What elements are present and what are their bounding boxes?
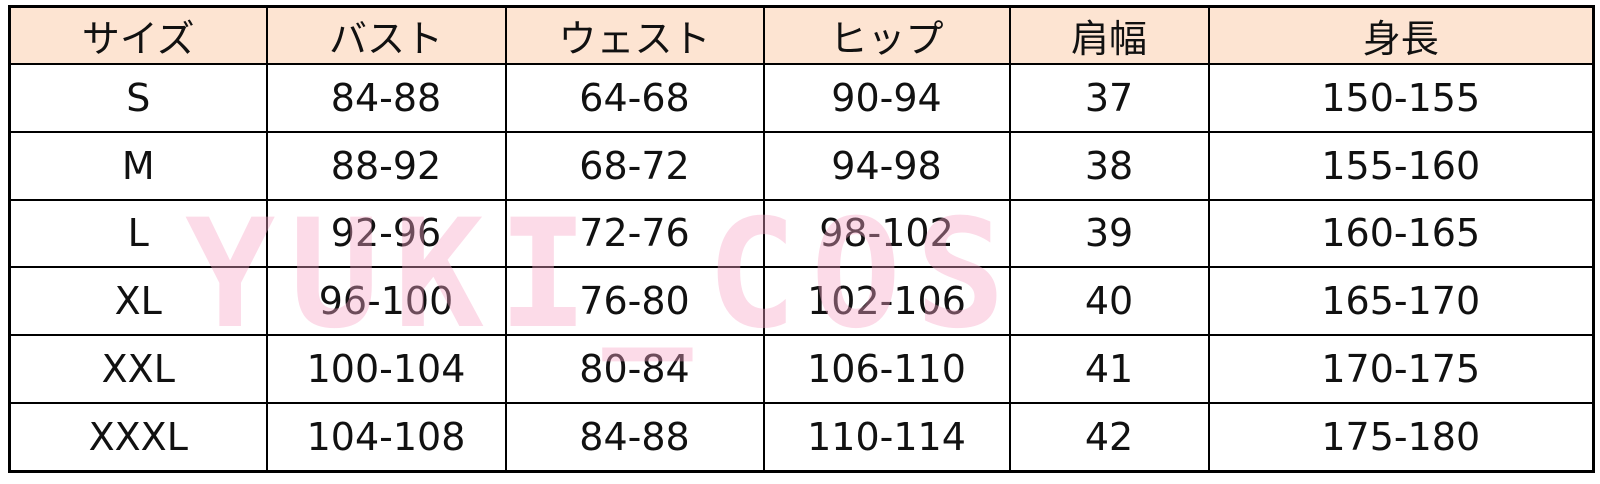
table-cell: 88-92 bbox=[265, 130, 507, 201]
column-header: バスト bbox=[265, 5, 507, 65]
table-cell: 98-102 bbox=[762, 198, 1011, 269]
table-row: XL 96-100 76-80 102-106 40 165-170 bbox=[8, 266, 1595, 337]
table-cell: XXL bbox=[8, 334, 268, 404]
table-cell: 41 bbox=[1008, 334, 1210, 404]
table-cell: 96-100 bbox=[265, 266, 507, 337]
table-cell: 100-104 bbox=[265, 334, 507, 404]
table-cell: 40 bbox=[1008, 266, 1210, 337]
table-cell: M bbox=[8, 130, 268, 201]
table-cell: 150-155 bbox=[1207, 63, 1595, 133]
table-body: S 84-88 64-68 90-94 37 150-155 M 88-92 68-72 94-9… bbox=[8, 63, 1595, 473]
table-cell: 38 bbox=[1008, 130, 1210, 201]
table-cell: XXXL bbox=[8, 401, 268, 473]
table-cell: 94-98 bbox=[762, 130, 1011, 201]
table-cell: 37 bbox=[1008, 63, 1210, 133]
column-header: 身長 bbox=[1207, 5, 1595, 65]
table-cell: 170-175 bbox=[1207, 334, 1595, 404]
table-cell: 175-180 bbox=[1207, 401, 1595, 473]
table-cell: S bbox=[8, 63, 268, 133]
table-cell: 72-76 bbox=[504, 198, 765, 269]
column-header: 肩幅 bbox=[1008, 5, 1210, 65]
table-cell: 102-106 bbox=[762, 266, 1011, 337]
table-row: XXXL 104-108 84-88 110-114 42 175-180 bbox=[8, 401, 1595, 473]
column-header: ウェスト bbox=[504, 5, 765, 65]
table-cell: 165-170 bbox=[1207, 266, 1595, 337]
table-cell: 92-96 bbox=[265, 198, 507, 269]
table-cell: 42 bbox=[1008, 401, 1210, 473]
table-cell: 90-94 bbox=[762, 63, 1011, 133]
table-row: XXL 100-104 80-84 106-110 41 170-175 bbox=[8, 334, 1595, 404]
table-cell: 106-110 bbox=[762, 334, 1011, 404]
table-cell: 84-88 bbox=[265, 63, 507, 133]
table-cell: 155-160 bbox=[1207, 130, 1595, 201]
table-cell: XL bbox=[8, 266, 268, 337]
table-cell: 84-88 bbox=[504, 401, 765, 473]
table-cell: L bbox=[8, 198, 268, 269]
table-row: S 84-88 64-68 90-94 37 150-155 bbox=[8, 63, 1595, 133]
column-header: サイズ bbox=[8, 5, 268, 65]
table-cell: 68-72 bbox=[504, 130, 765, 201]
table-cell: 39 bbox=[1008, 198, 1210, 269]
table-cell: 64-68 bbox=[504, 63, 765, 133]
table-row: M 88-92 68-72 94-98 38 155-160 bbox=[8, 130, 1595, 201]
column-header: ヒップ bbox=[762, 5, 1011, 65]
table-cell: 80-84 bbox=[504, 334, 765, 404]
table-cell: 160-165 bbox=[1207, 198, 1595, 269]
size-table: サイズ バスト ウェスト ヒップ 肩幅 身長 S 84-88 64-68 90-94 37 150-… bbox=[8, 5, 1595, 473]
table-cell: 76-80 bbox=[504, 266, 765, 337]
header-row: サイズ バスト ウェスト ヒップ 肩幅 身長 bbox=[8, 5, 1595, 65]
table-cell: 110-114 bbox=[762, 401, 1011, 473]
table-row: L 92-96 72-76 98-102 39 160-165 bbox=[8, 198, 1595, 269]
table-cell: 104-108 bbox=[265, 401, 507, 473]
